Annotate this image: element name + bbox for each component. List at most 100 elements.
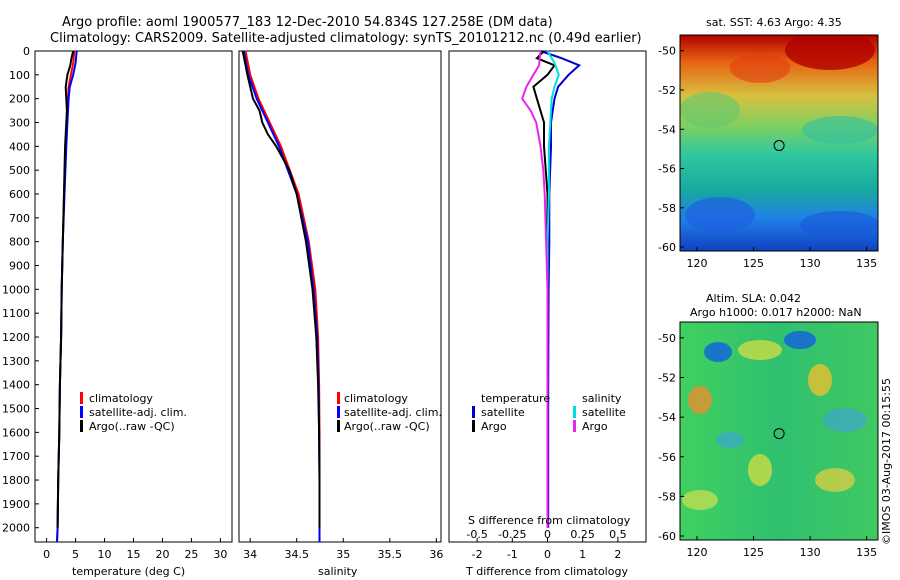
x-tick-label: 35.5 (378, 548, 403, 561)
s-diff-tick-label: -0.5 (466, 528, 487, 541)
map-x-tick-label: 125 (743, 546, 764, 559)
depth-tick-label: 1400 (2, 379, 30, 392)
depth-tick-label: 900 (9, 260, 30, 273)
x-tick-label: 20 (155, 548, 169, 561)
x-tick-label: 30 (213, 548, 227, 561)
difference-legend: temperature salinity satellite Argo sate… (472, 392, 626, 433)
map-x-tick-label: 135 (856, 257, 877, 270)
figure-title-line-1: Argo profile: aoml 1900577_183 12-Dec-20… (62, 15, 553, 30)
depth-tick-label: 800 (9, 236, 30, 249)
argo-float-marker (773, 140, 785, 152)
legend-s-argo-swatch (573, 420, 576, 432)
depth-tick-label: 1500 (2, 403, 30, 416)
legend-t-argo-swatch (472, 420, 475, 432)
x-tick-label: 34 (243, 548, 257, 561)
map-y-tick-label: -58 (658, 490, 676, 503)
argo-float-marker (773, 428, 785, 440)
x-tick-label: 35 (336, 548, 350, 561)
legend-climatology-swatch (337, 392, 340, 404)
map-y-tick-label: -54 (658, 123, 676, 136)
depth-tick-label: 700 (9, 212, 30, 225)
legend-climatology-swatch (80, 392, 83, 404)
sla-heatmap (680, 322, 878, 540)
sla-map-axis-ticks: 120 125 130 135 -50 -52 -54 -56 -58 -60 (658, 332, 877, 559)
legend-s-satellite-label: satellite (582, 406, 626, 419)
depth-tick-label: 1000 (2, 283, 30, 296)
depth-tick-label: 200 (9, 93, 30, 106)
difference-panel: -2 -1 0 1 2 -0.5 -0.25 0 0.25 0.5 S difference fr… (448, 50, 647, 578)
salinity-profiles (241, 50, 321, 542)
x-tick-label: 1 (579, 548, 586, 561)
legend-satellite-label: satellite-adj. clim. (344, 406, 442, 419)
legend-temperature-header: temperature (481, 392, 550, 405)
s-diff-tick-label: -0.25 (498, 528, 526, 541)
sst-map-axis-ticks: 120 125 130 135 -50 -52 -54 -56 -58 -60 (658, 45, 877, 270)
depth-tick-label: 1600 (2, 426, 30, 439)
difference-profiles (521, 50, 582, 528)
temperature-xlabel: temperature (deg C) (72, 565, 185, 578)
depth-tick-label: 2000 (2, 522, 30, 535)
map-y-tick-label: -56 (658, 451, 676, 464)
s-difference-label: S difference from climatology (468, 514, 631, 527)
x-tick-label: 15 (127, 548, 141, 561)
map-y-tick-label: -52 (658, 84, 676, 97)
legend-t-satellite-label: satellite (481, 406, 525, 419)
figure-title-line-2: Climatology: CARS2009. Satellite-adjuste… (50, 31, 642, 46)
legend-argo-swatch (80, 420, 83, 432)
map-y-tick-label: -58 (658, 202, 676, 215)
salinity-axis-ticks: 34 34.5 35 35.5 36 (243, 538, 443, 561)
x-tick-label: 34.5 (284, 548, 309, 561)
sst-heatmap (680, 35, 878, 251)
salinity-panel: 34 34.5 35 35.5 36 salinity climatology sate… (238, 50, 443, 578)
depth-axis-ticks: 0 100 200 300 400 500 600 700 800 900 1000 1100 1200… (2, 45, 39, 535)
map-x-tick-label: 135 (856, 546, 877, 559)
depth-tick-label: 1100 (2, 307, 30, 320)
profile-line-3 (521, 50, 549, 528)
map-y-tick-label: -60 (658, 530, 676, 543)
profile-line-2 (241, 50, 321, 528)
legend-s-argo-label: Argo (582, 420, 608, 433)
s-diff-tick-label: 0.5 (609, 528, 627, 541)
depth-tick-label: 1200 (2, 331, 30, 344)
depth-tick-label: 400 (9, 140, 30, 153)
legend-s-satellite-swatch (573, 406, 576, 418)
temperature-panel: 0100200300400500600700800900100011001200… (2, 45, 233, 578)
map-y-tick-label: -54 (658, 411, 676, 424)
sst-map-title: sat. SST: 4.63 Argo: 4.35 (706, 16, 842, 29)
depth-tick-label: 0 (23, 45, 30, 58)
legend-climatology-label: climatology (89, 392, 153, 405)
legend-satellite-swatch (337, 406, 340, 418)
legend-satellite-label: satellite-adj. clim. (89, 406, 187, 419)
depth-tick-label: 1900 (2, 498, 30, 511)
map-y-tick-label: -52 (658, 371, 676, 384)
depth-tick-label: 1800 (2, 474, 30, 487)
depth-tick-label: 600 (9, 188, 30, 201)
salinity-legend: climatology satellite-adj. clim. Argo(..… (337, 392, 442, 433)
sla-map-panel: Altim. SLA: 0.042 Argo h1000: 0.017 h200… (658, 292, 879, 559)
temperature-axis-ticks: 0 5 10 15 20 25 30 (43, 538, 227, 561)
x-tick-label: 0 (544, 548, 551, 561)
depth-tick-label: 300 (9, 117, 30, 130)
salinity-xlabel: salinity (318, 565, 358, 578)
map-x-tick-label: 120 (686, 546, 707, 559)
legend-argo-label: Argo(..raw -QC) (344, 420, 430, 433)
x-tick-label: 25 (184, 548, 198, 561)
map-x-tick-label: 130 (800, 257, 821, 270)
legend-argo-label: Argo(..raw -QC) (89, 420, 175, 433)
legend-climatology-label: climatology (344, 392, 408, 405)
profile-line-2 (56, 50, 75, 528)
temperature-legend: climatology satellite-adj. clim. Argo(..… (80, 392, 187, 433)
x-tick-label: 36 (429, 548, 443, 561)
map-y-tick-label: -50 (658, 332, 676, 345)
sla-map-subtitle: Argo h1000: 0.017 h2000: NaN (690, 306, 862, 319)
legend-t-satellite-swatch (472, 406, 475, 418)
depth-tick-label: 100 (9, 69, 30, 82)
sst-map-panel: sat. SST: 4.63 Argo: 4.35 120 125 130 135 -5… (658, 16, 879, 270)
depth-tick-label: 1700 (2, 450, 30, 463)
legend-argo-swatch (337, 420, 340, 432)
map-x-tick-label: 130 (800, 546, 821, 559)
difference-axis-ticks: -2 -1 0 1 2 -0.5 -0.25 0 0.25 0.5 (466, 528, 626, 561)
x-tick-label: 10 (98, 548, 112, 561)
map-y-tick-label: -50 (658, 45, 676, 58)
